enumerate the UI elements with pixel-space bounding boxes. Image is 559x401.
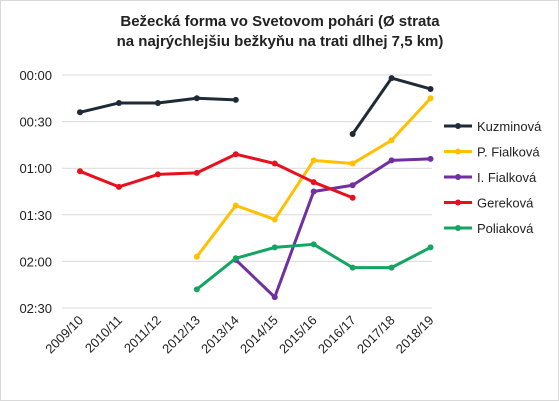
series-5 [193, 241, 434, 293]
legend-swatch-marker [455, 174, 461, 180]
data-point [271, 216, 278, 223]
data-point [271, 160, 278, 167]
x-tick-label: 2013/14 [198, 313, 242, 357]
legend-item: I. Fialková [444, 170, 537, 185]
legend-label: Gereková [477, 196, 534, 211]
series-line [234, 157, 433, 299]
gridlines [62, 74, 432, 309]
data-point [310, 241, 317, 248]
legend-label: Poliaková [477, 221, 534, 236]
x-tick-label: 2011/12 [121, 313, 164, 356]
legend-swatch-marker [455, 123, 461, 129]
data-point [427, 155, 434, 162]
x-tick-label: 2018/19 [393, 313, 437, 357]
x-tick-label: 2014/15 [237, 313, 281, 357]
data-point [349, 131, 356, 138]
data-point [193, 169, 200, 176]
data-point [349, 194, 356, 201]
legend-item: Gereková [444, 196, 534, 211]
data-point [271, 244, 278, 251]
data-point [271, 294, 278, 301]
series-2 [193, 95, 434, 260]
data-point [427, 244, 434, 251]
series-line [195, 242, 433, 291]
legend-label: Kuzminová [477, 119, 542, 134]
y-tick-label: 01:00 [19, 161, 52, 176]
data-point [232, 151, 239, 158]
series-lines [77, 75, 434, 301]
data-point [154, 99, 161, 106]
legend-swatch-marker [455, 148, 461, 155]
data-point [388, 75, 395, 82]
chart-title-line-1: Bežecká forma vo Svetovom pohári (Ø stra… [120, 13, 440, 30]
x-tick-label: 2017/18 [354, 313, 398, 357]
data-point [232, 202, 239, 209]
data-point [310, 179, 317, 186]
x-tick-label: 2009/10 [42, 313, 86, 357]
legend-swatch-marker [455, 225, 461, 231]
data-point [388, 264, 395, 271]
chart-title: Bežecká forma vo Svetovom pohári (Ø stra… [117, 13, 444, 50]
data-point [115, 99, 122, 106]
x-tick-label: 2010/11 [82, 313, 125, 356]
data-point [427, 95, 434, 102]
y-tick-label: 02:30 [19, 301, 52, 316]
data-point [115, 183, 122, 190]
data-point [388, 157, 395, 164]
y-tick-label: 02:00 [19, 254, 52, 269]
legend-swatch-marker [455, 199, 461, 206]
series-3 [232, 155, 434, 301]
y-tick-label: 01:30 [19, 208, 52, 223]
data-point [77, 109, 83, 116]
series-line [78, 152, 355, 200]
legend-item: P. Fialková [444, 145, 540, 160]
data-point [232, 96, 239, 103]
x-tick-label: 2016/17 [315, 313, 359, 357]
data-point [310, 188, 317, 195]
x-tick-label: 2015/16 [276, 313, 320, 357]
series-4 [77, 151, 356, 201]
y-tick-label: 00:30 [19, 115, 52, 130]
legend-label: P. Fialková [477, 145, 540, 160]
data-point [388, 137, 395, 144]
data-point [154, 171, 161, 178]
data-point [193, 253, 200, 260]
data-point [193, 95, 200, 102]
y-tick-label: 00:00 [19, 68, 52, 83]
data-point [349, 264, 356, 271]
data-point [349, 182, 356, 189]
data-point [193, 286, 200, 293]
data-point [232, 255, 239, 262]
legend: Kuzminová P. Fialková I. Fialková Gereková P… [444, 119, 542, 236]
series-1 [77, 75, 434, 138]
series-line [351, 76, 433, 136]
chart-title-line-2: na najrýchlejšiu bežkyňu na trati dlhej … [117, 33, 444, 50]
legend-label: I. Fialková [477, 170, 537, 185]
data-point [77, 168, 83, 175]
x-tick-label: 2012/13 [159, 313, 203, 357]
data-point [310, 157, 317, 164]
x-axis: 2009/102010/112011/122012/132013/142014/… [42, 313, 436, 357]
legend-item: Kuzminová [444, 119, 542, 134]
data-point [427, 85, 434, 92]
legend-item: Poliaková [444, 221, 534, 236]
y-axis: 00:00 00:30 01:00 01:30 02:00 02:30 [19, 68, 52, 316]
data-point [349, 160, 356, 167]
